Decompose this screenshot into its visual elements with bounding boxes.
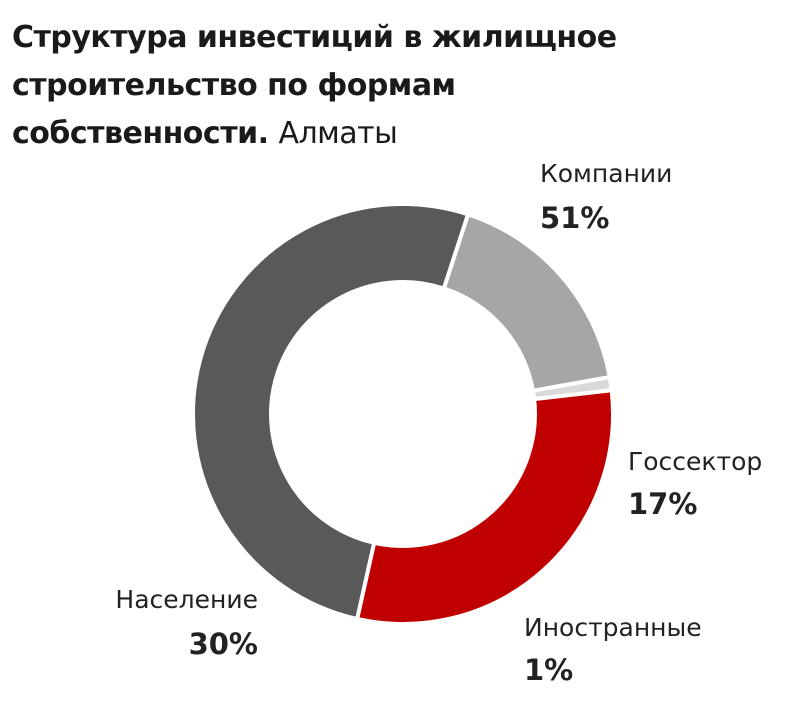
label-state-sector: Госсектор 17% <box>628 447 762 521</box>
slice-label-foreign: Иностранные <box>524 613 702 642</box>
chart-title-main: Структура инвестиций в жилищное строител… <box>12 20 617 151</box>
chart-subtitle: Алматы <box>278 116 398 151</box>
slice-label-companies: Компании <box>540 159 672 188</box>
donut-slices <box>191 202 615 626</box>
slice-value-population: 30% <box>189 627 258 661</box>
slice-value-state-sector: 17% <box>628 487 697 521</box>
label-foreign: Иностранные 1% <box>524 613 702 687</box>
label-population: Население 30% <box>115 585 258 661</box>
slice-state-sector <box>441 212 612 393</box>
slice-label-population: Население <box>115 585 258 614</box>
slice-value-companies: 51% <box>540 201 609 235</box>
label-companies: Компании 51% <box>540 159 672 235</box>
slice-companies <box>191 202 471 621</box>
slice-population <box>355 388 615 626</box>
slice-label-state-sector: Госсектор <box>628 447 762 476</box>
slice-value-foreign: 1% <box>524 653 573 687</box>
chart-title: Структура инвестиций в жилищное строител… <box>12 14 712 158</box>
